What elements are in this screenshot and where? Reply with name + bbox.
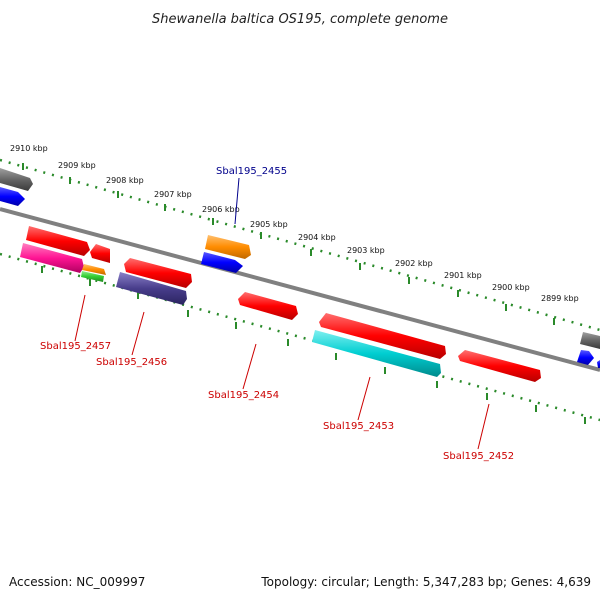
gene-blue-right-edge[interactable] bbox=[597, 360, 600, 368]
gene-label-sbal195-2454[interactable]: Sbal195_2454 bbox=[208, 390, 279, 401]
gene-red-upper-2[interactable] bbox=[90, 244, 110, 263]
ruler-label-2900: 2900 kbp bbox=[492, 283, 530, 292]
ruler-label-2902: 2902 kbp bbox=[395, 259, 433, 268]
ruler-label-2910: 2910 kbp bbox=[10, 144, 48, 153]
gene-gray-right[interactable] bbox=[580, 332, 600, 349]
ruler-label-2903: 2903 kbp bbox=[347, 246, 385, 255]
gene-blue-upper[interactable] bbox=[201, 252, 243, 273]
gene-label-sbal195-2452[interactable]: Sbal195_2452 bbox=[443, 451, 514, 462]
gene-sbal195-2452[interactable] bbox=[458, 350, 541, 382]
upper-ruler: 2910 kbp 2909 kbp 2908 kbp 2907 kbp 2906… bbox=[0, 144, 600, 332]
genome-summary-text: Topology: circular; Length: 5,347,283 bp… bbox=[260, 575, 591, 589]
gene-label-sbal195-2453[interactable]: Sbal195_2453 bbox=[323, 421, 394, 432]
ruler-label-2899: 2899 kbp bbox=[541, 294, 579, 303]
gene-label-sbal195-2457[interactable]: Sbal195_2457 bbox=[40, 341, 111, 352]
accession-text: Accession: NC_009997 bbox=[9, 575, 145, 589]
gene-features bbox=[0, 168, 600, 382]
gene-gray-left[interactable] bbox=[0, 168, 33, 191]
upper-ruler-dots bbox=[0, 158, 600, 332]
gene-red-lower-1[interactable] bbox=[124, 258, 192, 288]
gene-orange-small[interactable] bbox=[82, 264, 106, 275]
label-leaders bbox=[74, 177, 490, 450]
gene-red-upper-1[interactable] bbox=[26, 226, 90, 256]
ruler-label-2906: 2906 kbp bbox=[202, 205, 240, 214]
gene-sbal195-2453[interactable] bbox=[312, 330, 441, 377]
ruler-label-2905: 2905 kbp bbox=[250, 220, 288, 229]
gene-sbal195-2453-red[interactable] bbox=[319, 313, 446, 359]
gene-blue-left[interactable] bbox=[0, 187, 25, 206]
gene-sbal195-2454[interactable] bbox=[238, 292, 298, 320]
lower-ruler bbox=[0, 252, 600, 424]
upper-ruler-ticks bbox=[22, 163, 555, 325]
leader-sbal195-2456 bbox=[131, 311, 145, 356]
leader-sbal195-2457 bbox=[74, 294, 86, 342]
leader-sbal195-2454 bbox=[242, 343, 257, 390]
genome-backbone bbox=[0, 207, 600, 372]
gene-green-small[interactable] bbox=[81, 271, 104, 282]
map-title: Shewanella baltica OS195, complete genom… bbox=[152, 12, 448, 27]
gene-label-sbal195-2455[interactable]: Sbal195_2455 bbox=[216, 166, 287, 177]
ruler-label-2907: 2907 kbp bbox=[154, 190, 192, 199]
ruler-label-2908: 2908 kbp bbox=[106, 176, 144, 185]
ruler-label-2904: 2904 kbp bbox=[298, 233, 336, 242]
leader-sbal195-2453 bbox=[357, 376, 371, 421]
gene-blue-right[interactable] bbox=[577, 350, 594, 365]
leader-sbal195-2452 bbox=[477, 403, 490, 450]
ruler-label-2901: 2901 kbp bbox=[444, 271, 482, 280]
leader-sbal195-2455 bbox=[234, 177, 240, 225]
lower-ruler-ticks bbox=[41, 266, 586, 424]
gene-sbal195-2457[interactable] bbox=[20, 243, 84, 273]
gene-sbal195-2456[interactable] bbox=[116, 272, 187, 305]
ruler-label-2909: 2909 kbp bbox=[58, 161, 96, 170]
gene-sbal195-2455[interactable] bbox=[205, 235, 251, 259]
gene-label-sbal195-2456[interactable]: Sbal195_2456 bbox=[96, 357, 167, 368]
